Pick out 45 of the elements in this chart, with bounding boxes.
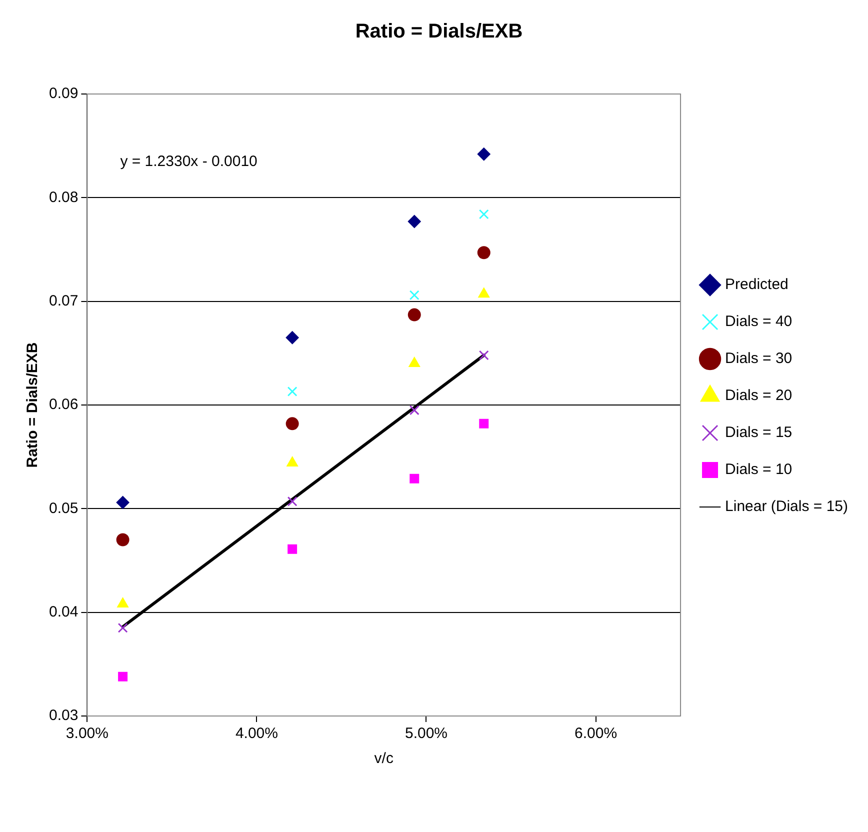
legend-label: Dials = 30 <box>725 350 792 368</box>
point <box>286 417 299 430</box>
point <box>116 496 130 509</box>
legend-label: Predicted <box>725 276 788 294</box>
legend-label: Dials = 20 <box>725 387 792 404</box>
y-tick-label: 0.07 <box>48 292 78 310</box>
point <box>117 598 128 608</box>
x-axis-title: v/c <box>374 750 394 768</box>
point <box>287 386 298 397</box>
point <box>118 622 128 633</box>
point <box>410 474 420 484</box>
point <box>479 418 489 428</box>
x-tick-label: 3.00% <box>66 725 108 742</box>
y-tick-label: 0.06 <box>48 396 78 414</box>
y-tick-label: 0.09 <box>48 85 78 102</box>
point <box>288 544 298 554</box>
point <box>286 456 298 467</box>
x-tick-label: 6.00% <box>574 725 618 742</box>
y-tick-label: 0.08 <box>48 188 78 206</box>
y-axis-title: Ratio = Dials/EXB <box>24 342 42 468</box>
legend-label: Dials = 15 <box>725 424 792 442</box>
point <box>478 350 489 360</box>
point <box>478 288 490 298</box>
y-tick-label: 0.04 <box>48 603 78 620</box>
point <box>408 308 421 322</box>
point <box>287 496 298 506</box>
point <box>477 246 490 260</box>
point <box>286 331 299 344</box>
y-tick-label: 0.03 <box>48 707 78 724</box>
point <box>477 148 490 161</box>
point <box>409 405 420 416</box>
point <box>408 215 421 228</box>
legend-label: Linear (Dials = 15) <box>725 498 848 516</box>
x-tick-label: 5.00% <box>404 725 448 742</box>
point <box>118 672 128 682</box>
chart-title: Ratio = Dials/EXB <box>355 20 523 43</box>
point <box>409 290 420 300</box>
point <box>478 209 489 220</box>
legend-label: Dials = 40 <box>725 313 792 330</box>
y-tick-label: 0.05 <box>48 500 78 517</box>
x-tick-label: 4.00% <box>235 725 278 742</box>
point <box>408 357 420 368</box>
annotation: y = 1.2330x - 0.0010 <box>120 153 258 170</box>
legend-label: Dials = 10 <box>725 461 792 478</box>
point <box>116 533 130 546</box>
